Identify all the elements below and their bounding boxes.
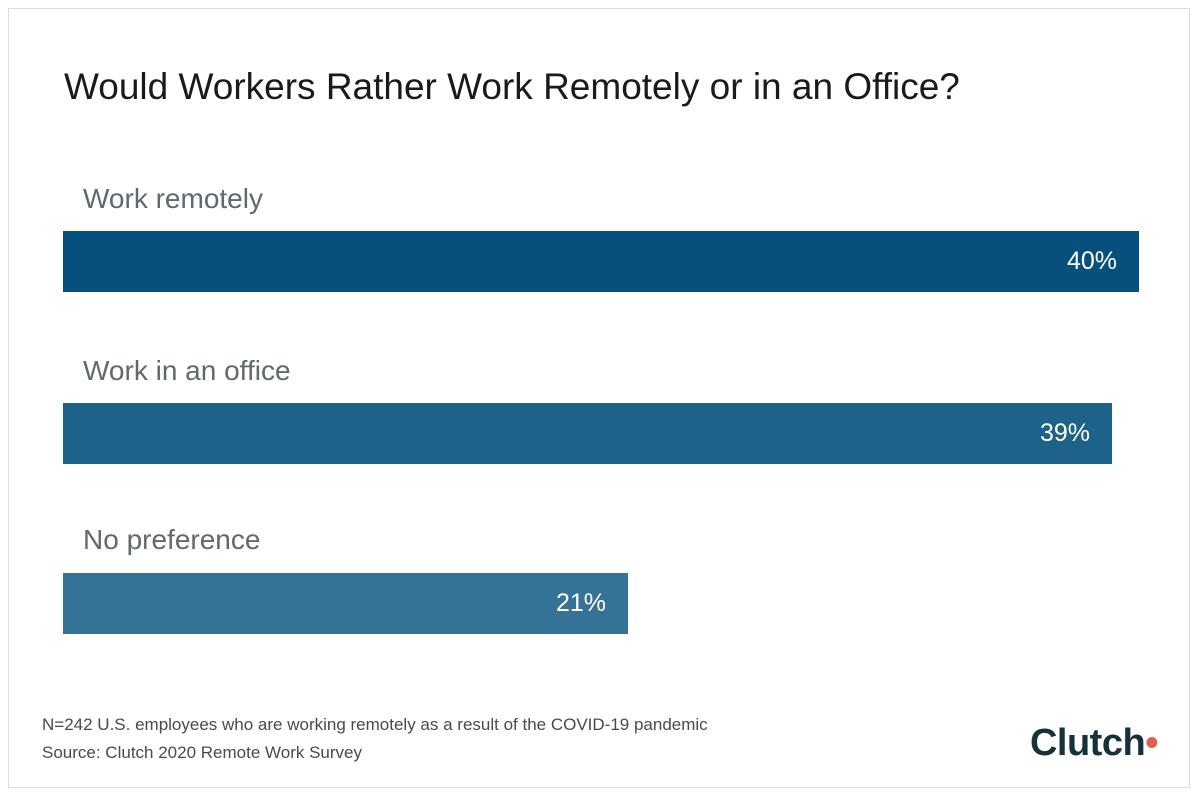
category-label: Work in an office xyxy=(83,355,291,386)
category-label: Work remotely xyxy=(83,183,263,214)
logo-text-end: h xyxy=(1122,722,1146,764)
bar: 39% xyxy=(63,403,1112,464)
source-note: Source: Clutch 2020 Remote Work Survey xyxy=(42,743,362,762)
logo-dot-icon: • xyxy=(1145,722,1158,764)
bar-value-label: 21% xyxy=(555,589,606,617)
bar-value-label: 40% xyxy=(1066,247,1117,275)
chart-frame xyxy=(8,8,1190,788)
bar-value-label: 39% xyxy=(1039,419,1090,447)
chart-title: Would Workers Rather Work Remotely or in… xyxy=(64,66,960,107)
clutch-logo: Clutch• xyxy=(1029,722,1159,765)
category-label: No preference xyxy=(83,524,261,555)
bar: 21% xyxy=(63,573,628,634)
bar: 40% xyxy=(63,231,1139,292)
logo-text: Clutc xyxy=(1029,722,1123,764)
sample-note: N=242 U.S. employees who are working rem… xyxy=(42,715,708,734)
